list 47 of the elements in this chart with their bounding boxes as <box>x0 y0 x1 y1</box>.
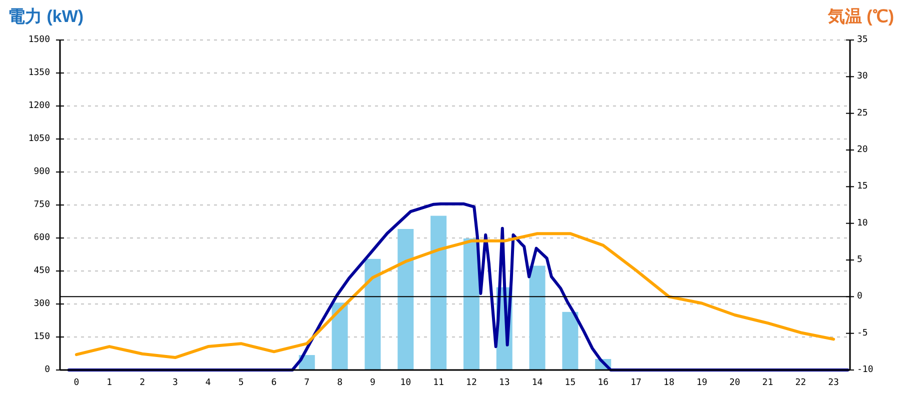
y-tick-label: 150 <box>34 332 50 342</box>
y2-tick-label: 5 <box>857 255 862 265</box>
y-tick-label: 1050 <box>28 134 50 144</box>
x-tick-label: 21 <box>762 378 774 388</box>
x-tick-label: 23 <box>828 378 839 388</box>
y-tick-label: 600 <box>34 233 50 243</box>
y-axis-title: 電力 (kW) <box>8 7 84 26</box>
y2-tick-label: -5 <box>857 328 868 338</box>
x-tick-label: 17 <box>630 378 642 388</box>
x-tick-label: 4 <box>205 378 211 388</box>
y-tick-label: 1200 <box>28 101 50 111</box>
y-tick-label: 750 <box>34 200 50 210</box>
y2-tick-label: 25 <box>857 108 868 118</box>
x-tick-label: 0 <box>74 378 80 388</box>
x-tick-label: 22 <box>795 378 806 388</box>
x-tick-label: 5 <box>238 378 244 388</box>
y-tick-label: 900 <box>34 167 50 177</box>
x-tick-label: 8 <box>337 378 343 388</box>
x-tick-label: 3 <box>172 378 178 388</box>
x-tick-label: 7 <box>304 378 310 388</box>
x-tick-label: 19 <box>696 378 708 388</box>
y2-tick-label: 15 <box>857 182 868 192</box>
x-tick-label: 20 <box>729 378 740 388</box>
x-tick-label: 2 <box>140 378 146 388</box>
y2-tick-label: 10 <box>857 218 868 228</box>
y2-tick-label: 20 <box>857 145 868 155</box>
y2-tick-label: 35 <box>857 35 868 45</box>
x-tick-label: 18 <box>664 378 674 388</box>
y2-tick-label: 0 <box>857 292 862 302</box>
x-tick-label: 16 <box>598 378 609 388</box>
x-tick-label: 6 <box>271 378 277 388</box>
y-tick-label: 300 <box>34 299 50 309</box>
y2-tick-label: -10 <box>857 365 874 375</box>
x-tick-label: 14 <box>532 378 543 388</box>
x-tick-label: 1 <box>106 378 112 388</box>
y2-tick-label: 30 <box>857 72 868 82</box>
x-tick-label: 11 <box>433 378 444 388</box>
y-tick-label: 0 <box>44 365 50 375</box>
y-tick-label: 1500 <box>28 35 50 45</box>
y2-axis-title: 気温 (℃) <box>826 7 894 26</box>
x-tick-label: 13 <box>498 378 510 388</box>
x-tick-label: 10 <box>400 378 412 388</box>
x-tick-label: 9 <box>370 378 376 388</box>
y-tick-label: 1350 <box>28 68 50 78</box>
x-tick-label: 12 <box>466 378 477 388</box>
x-tick-label: 15 <box>564 378 576 388</box>
y-tick-label: 450 <box>34 266 50 276</box>
